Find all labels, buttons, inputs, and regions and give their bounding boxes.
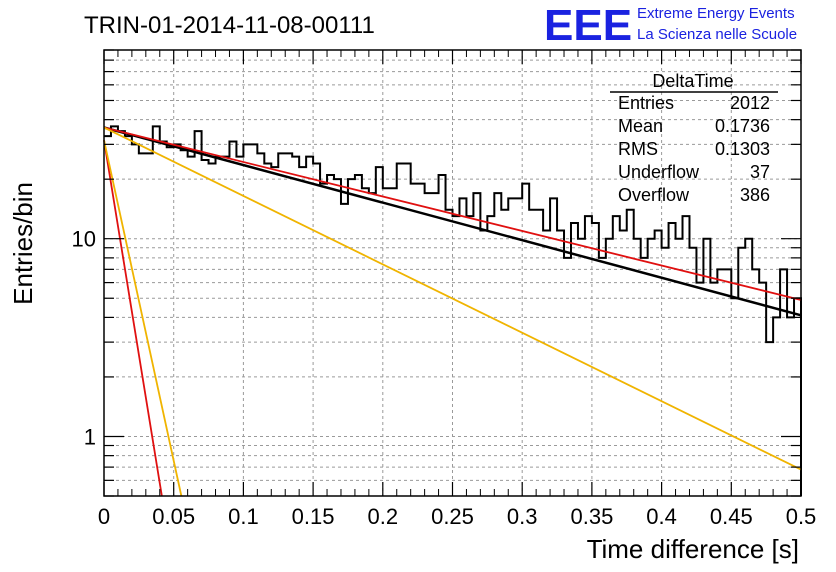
fit-line: [103, 139, 183, 497]
axis-ticks: [103, 49, 802, 497]
x-tick-label: 0.3: [507, 504, 538, 529]
stats-label: Overflow: [618, 185, 690, 205]
brand-line-1: Extreme Energy Events: [637, 5, 795, 22]
fit-line: [103, 126, 802, 471]
y-tick-labels: 1 10: [72, 227, 96, 450]
stats-value: 2012: [730, 93, 770, 113]
x-tick-labels: 0 0.05 0.1 0.15 0.2 0.25 0.3 0.35 0.4 0.45 0.5: [98, 504, 816, 529]
x-tick-label: 0.35: [570, 504, 613, 529]
stats-box: DeltaTime Entries 2012 Mean 0.1736 RMS 0.1303…: [610, 71, 778, 205]
x-tick-label: 0.05: [152, 504, 195, 529]
fit-line: [103, 126, 802, 317]
x-tick-label: 0: [98, 504, 110, 529]
x-axis-label: Time difference [s]: [587, 534, 799, 564]
eee-logo: EEE: [544, 1, 632, 50]
x-tick-label: 0.45: [710, 504, 753, 529]
fit-line: [103, 126, 802, 301]
y-tick-label: 1: [84, 424, 96, 449]
stats-value: 0.1303: [715, 139, 770, 159]
svg-text:EEE: EEE: [544, 1, 632, 50]
stats-label: RMS: [618, 139, 658, 159]
stats-value: 37: [750, 162, 770, 182]
fit-lines: [103, 126, 802, 497]
x-tick-label: 0.2: [368, 504, 399, 529]
brand-line-2: La Scienza nelle Scuole: [637, 26, 797, 43]
x-tick-label: 0.15: [292, 504, 335, 529]
stats-label: Entries: [618, 93, 674, 113]
stats-title: DeltaTime: [652, 71, 733, 91]
y-axis-label: Entries/bin: [8, 182, 38, 305]
x-tick-label: 0.4: [646, 504, 677, 529]
x-tick-label: 0.5: [786, 504, 817, 529]
y-tick-label: 10: [72, 227, 96, 252]
x-tick-label: 0.1: [228, 504, 259, 529]
chart-title: TRIN-01-2014-11-08-00111: [84, 12, 375, 39]
x-tick-label: 0.25: [431, 504, 474, 529]
stats-label: Mean: [618, 116, 663, 136]
fit-line: [103, 140, 163, 497]
stats-value: 0.1736: [715, 116, 770, 136]
stats-label: Underflow: [618, 162, 700, 182]
stats-value: 386: [740, 185, 770, 205]
